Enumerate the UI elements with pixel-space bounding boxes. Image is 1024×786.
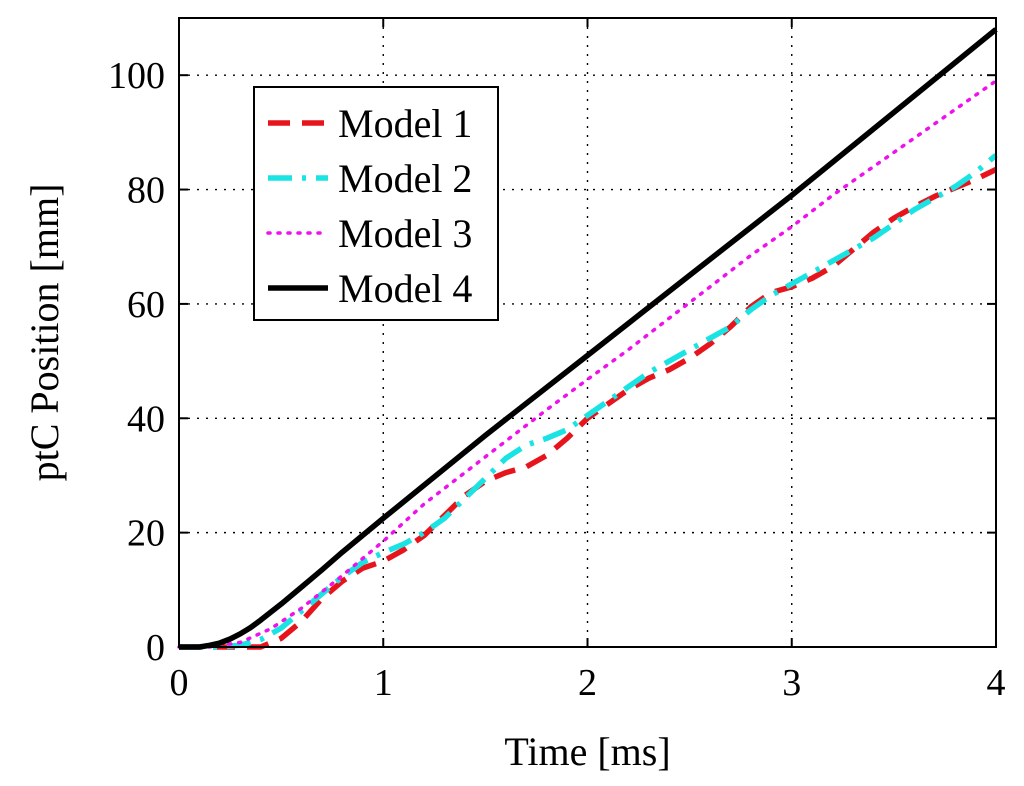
x-tick-label: 4: [987, 662, 1006, 704]
legend-label-model-4: Model 4: [338, 266, 472, 311]
y-tick-label: 20: [127, 513, 165, 555]
y-tick-label: 0: [146, 627, 165, 669]
x-tick-label: 0: [170, 662, 189, 704]
legend: Model 1 Model 2 Model 3 Model 4: [253, 86, 499, 321]
y-axis-title: ptC Position [mm]: [22, 184, 67, 482]
series-line-model-3: [177, 79, 998, 649]
legend-label-model-2: Model 2: [338, 156, 472, 201]
y-tick-label: 60: [127, 284, 165, 326]
x-tick-label: 3: [782, 662, 801, 704]
legend-box: [253, 86, 499, 321]
x-tick-label: 1: [374, 662, 393, 704]
x-axis-title: Time [ms]: [504, 729, 670, 774]
legend-label-model-3: Model 3: [338, 211, 472, 256]
series-line-model-1: [179, 167, 998, 650]
series-lines: [177, 27, 998, 650]
series-line-model-2: [179, 153, 998, 650]
y-tick-label: 40: [127, 398, 165, 440]
y-tick-label: 100: [108, 55, 165, 97]
x-tick-label: 2: [578, 662, 597, 704]
legend-label-model-1: Model 1: [338, 101, 472, 146]
series-line-model-4: [179, 27, 998, 650]
y-tick-label: 80: [127, 170, 165, 212]
